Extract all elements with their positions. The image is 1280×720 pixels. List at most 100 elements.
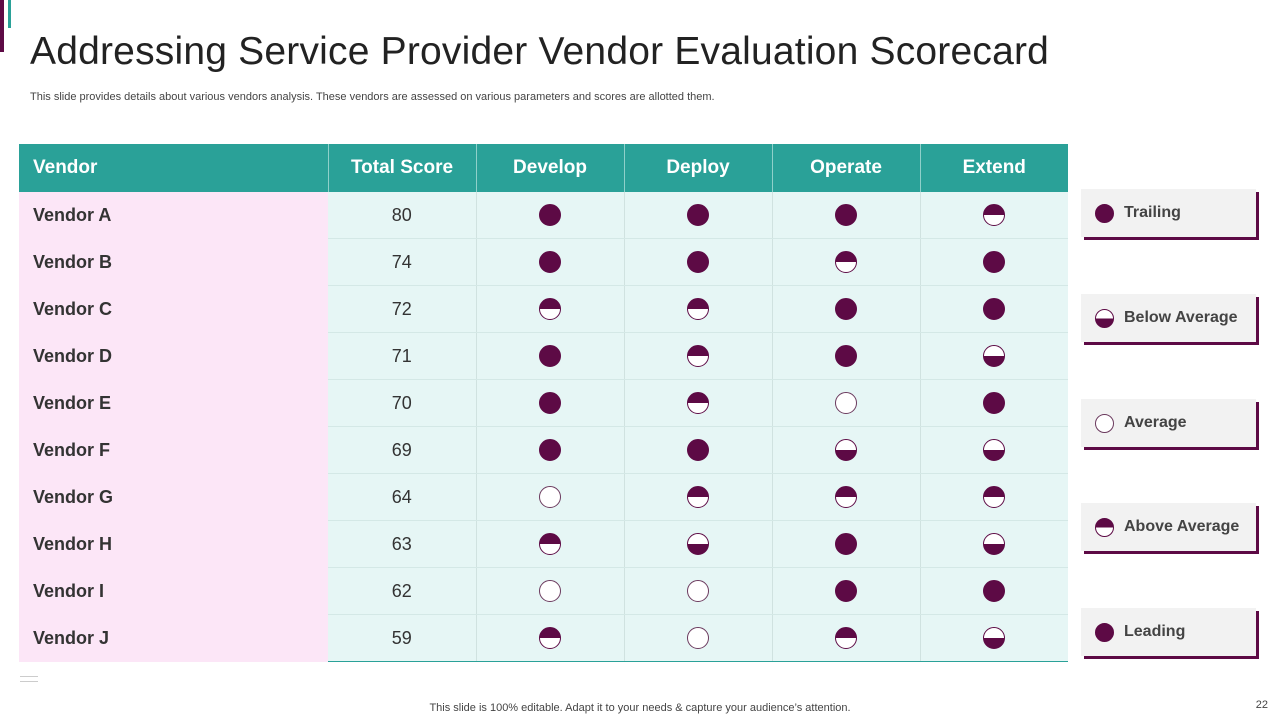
total-score-cell: 59 bbox=[328, 614, 477, 662]
rating-above-icon bbox=[687, 298, 709, 321]
deploy-rating-cell bbox=[624, 520, 773, 568]
deploy-rating-cell bbox=[624, 567, 773, 615]
operate-rating-cell bbox=[772, 567, 921, 615]
header-total-score: Total Score bbox=[328, 144, 477, 192]
rating-leading-icon bbox=[983, 251, 1006, 274]
develop-rating-cell bbox=[476, 567, 625, 615]
total-score-cell: 62 bbox=[328, 567, 477, 615]
extend-rating-cell bbox=[920, 285, 1068, 333]
extend-rating-cell bbox=[920, 520, 1068, 568]
scorecard-table: Vendor Total Score Develop Deploy Operat… bbox=[19, 144, 1068, 662]
legend-below-icon bbox=[1095, 308, 1114, 328]
deploy-rating-cell bbox=[624, 379, 773, 427]
develop-rating-cell bbox=[476, 238, 625, 286]
rating-leading-icon bbox=[687, 204, 709, 227]
rating-leading-icon bbox=[687, 251, 709, 274]
legend-label: Trailing bbox=[1124, 204, 1181, 221]
extend-rating-cell bbox=[920, 379, 1068, 427]
table-row: Vendor J 59 bbox=[19, 614, 1068, 662]
header-vendor: Vendor bbox=[19, 144, 329, 192]
rating-above-icon bbox=[835, 627, 857, 650]
total-score-cell: 70 bbox=[328, 379, 477, 427]
rating-above-icon bbox=[539, 627, 561, 650]
rating-leading-icon bbox=[983, 392, 1006, 415]
rating-above-icon bbox=[687, 345, 709, 368]
legend-trailing-icon bbox=[1095, 203, 1114, 223]
table-body: Vendor A 80 Vendor B 74 Vendor C 72 Vendor D 71… bbox=[19, 192, 1068, 662]
header-extend: Extend bbox=[920, 144, 1068, 192]
rating-average-icon bbox=[835, 392, 857, 415]
rating-below-icon bbox=[983, 533, 1006, 556]
total-score-cell: 64 bbox=[328, 473, 477, 521]
table-row: Vendor A 80 bbox=[19, 192, 1068, 239]
accent-bar-secondary bbox=[8, 0, 11, 28]
header-develop: Develop bbox=[476, 144, 625, 192]
header-deploy: Deploy bbox=[624, 144, 773, 192]
rating-above-icon bbox=[539, 533, 561, 556]
slide-title: Addressing Service Provider Vendor Evalu… bbox=[30, 30, 1050, 73]
deploy-rating-cell bbox=[624, 192, 773, 239]
legend-above-icon bbox=[1095, 517, 1114, 537]
rating-leading-icon bbox=[835, 345, 857, 368]
legend-leading-icon bbox=[1095, 622, 1114, 642]
vendor-name-cell: Vendor G bbox=[19, 473, 328, 521]
rating-above-icon bbox=[983, 486, 1006, 509]
operate-rating-cell bbox=[772, 332, 921, 380]
rating-above-icon bbox=[835, 486, 857, 509]
vendor-name-cell: Vendor J bbox=[19, 614, 328, 662]
rating-leading-icon bbox=[539, 345, 561, 368]
legend-label: Average bbox=[1124, 414, 1187, 431]
deploy-rating-cell bbox=[624, 332, 773, 380]
extend-rating-cell bbox=[920, 473, 1068, 521]
legend-item-trailing: Trailing bbox=[1081, 189, 1256, 237]
header-operate: Operate bbox=[772, 144, 921, 192]
legend-item-above: Above Average bbox=[1081, 503, 1256, 551]
vendor-name-cell: Vendor A bbox=[19, 192, 328, 239]
develop-rating-cell bbox=[476, 520, 625, 568]
rating-average-icon bbox=[687, 580, 709, 603]
vendor-name-cell: Vendor I bbox=[19, 567, 328, 615]
vendor-name-cell: Vendor C bbox=[19, 285, 328, 333]
total-score-cell: 63 bbox=[328, 520, 477, 568]
total-score-cell: 72 bbox=[328, 285, 477, 333]
table-row: Vendor E 70 bbox=[19, 379, 1068, 427]
deploy-rating-cell bbox=[624, 426, 773, 474]
rating-above-icon bbox=[539, 298, 561, 321]
extend-rating-cell bbox=[920, 426, 1068, 474]
legend-item-average: Average bbox=[1081, 399, 1256, 447]
develop-rating-cell bbox=[476, 379, 625, 427]
table-row: Vendor F 69 bbox=[19, 426, 1068, 474]
rating-above-icon bbox=[983, 204, 1006, 227]
total-score-cell: 71 bbox=[328, 332, 477, 380]
total-score-cell: 69 bbox=[328, 426, 477, 474]
develop-rating-cell bbox=[476, 192, 625, 239]
accent-bar bbox=[0, 0, 4, 52]
table-row: Vendor B 74 bbox=[19, 238, 1068, 286]
operate-rating-cell bbox=[772, 614, 921, 662]
rating-below-icon bbox=[835, 439, 857, 462]
operate-rating-cell bbox=[772, 285, 921, 333]
table-header-row: Vendor Total Score Develop Deploy Operat… bbox=[19, 144, 1068, 192]
table-row: Vendor D 71 bbox=[19, 332, 1068, 380]
rating-leading-icon bbox=[835, 204, 857, 227]
legend-label: Leading bbox=[1124, 623, 1186, 640]
operate-rating-cell bbox=[772, 520, 921, 568]
rating-below-icon bbox=[983, 627, 1006, 650]
deploy-rating-cell bbox=[624, 614, 773, 662]
rating-leading-icon bbox=[983, 298, 1006, 321]
rating-average-icon bbox=[539, 580, 561, 603]
rating-leading-icon bbox=[835, 298, 857, 321]
rating-leading-icon bbox=[539, 204, 561, 227]
rating-below-icon bbox=[687, 533, 709, 556]
rating-above-icon bbox=[687, 486, 709, 509]
rating-average-icon bbox=[687, 627, 709, 650]
vendor-name-cell: Vendor F bbox=[19, 426, 328, 474]
develop-rating-cell bbox=[476, 614, 625, 662]
operate-rating-cell bbox=[772, 473, 921, 521]
rating-below-icon bbox=[983, 345, 1006, 368]
total-score-cell: 74 bbox=[328, 238, 477, 286]
vendor-name-cell: Vendor B bbox=[19, 238, 328, 286]
total-score-cell: 80 bbox=[328, 192, 477, 239]
rating-leading-icon bbox=[983, 580, 1006, 603]
legend-item-leading: Leading bbox=[1081, 608, 1256, 656]
